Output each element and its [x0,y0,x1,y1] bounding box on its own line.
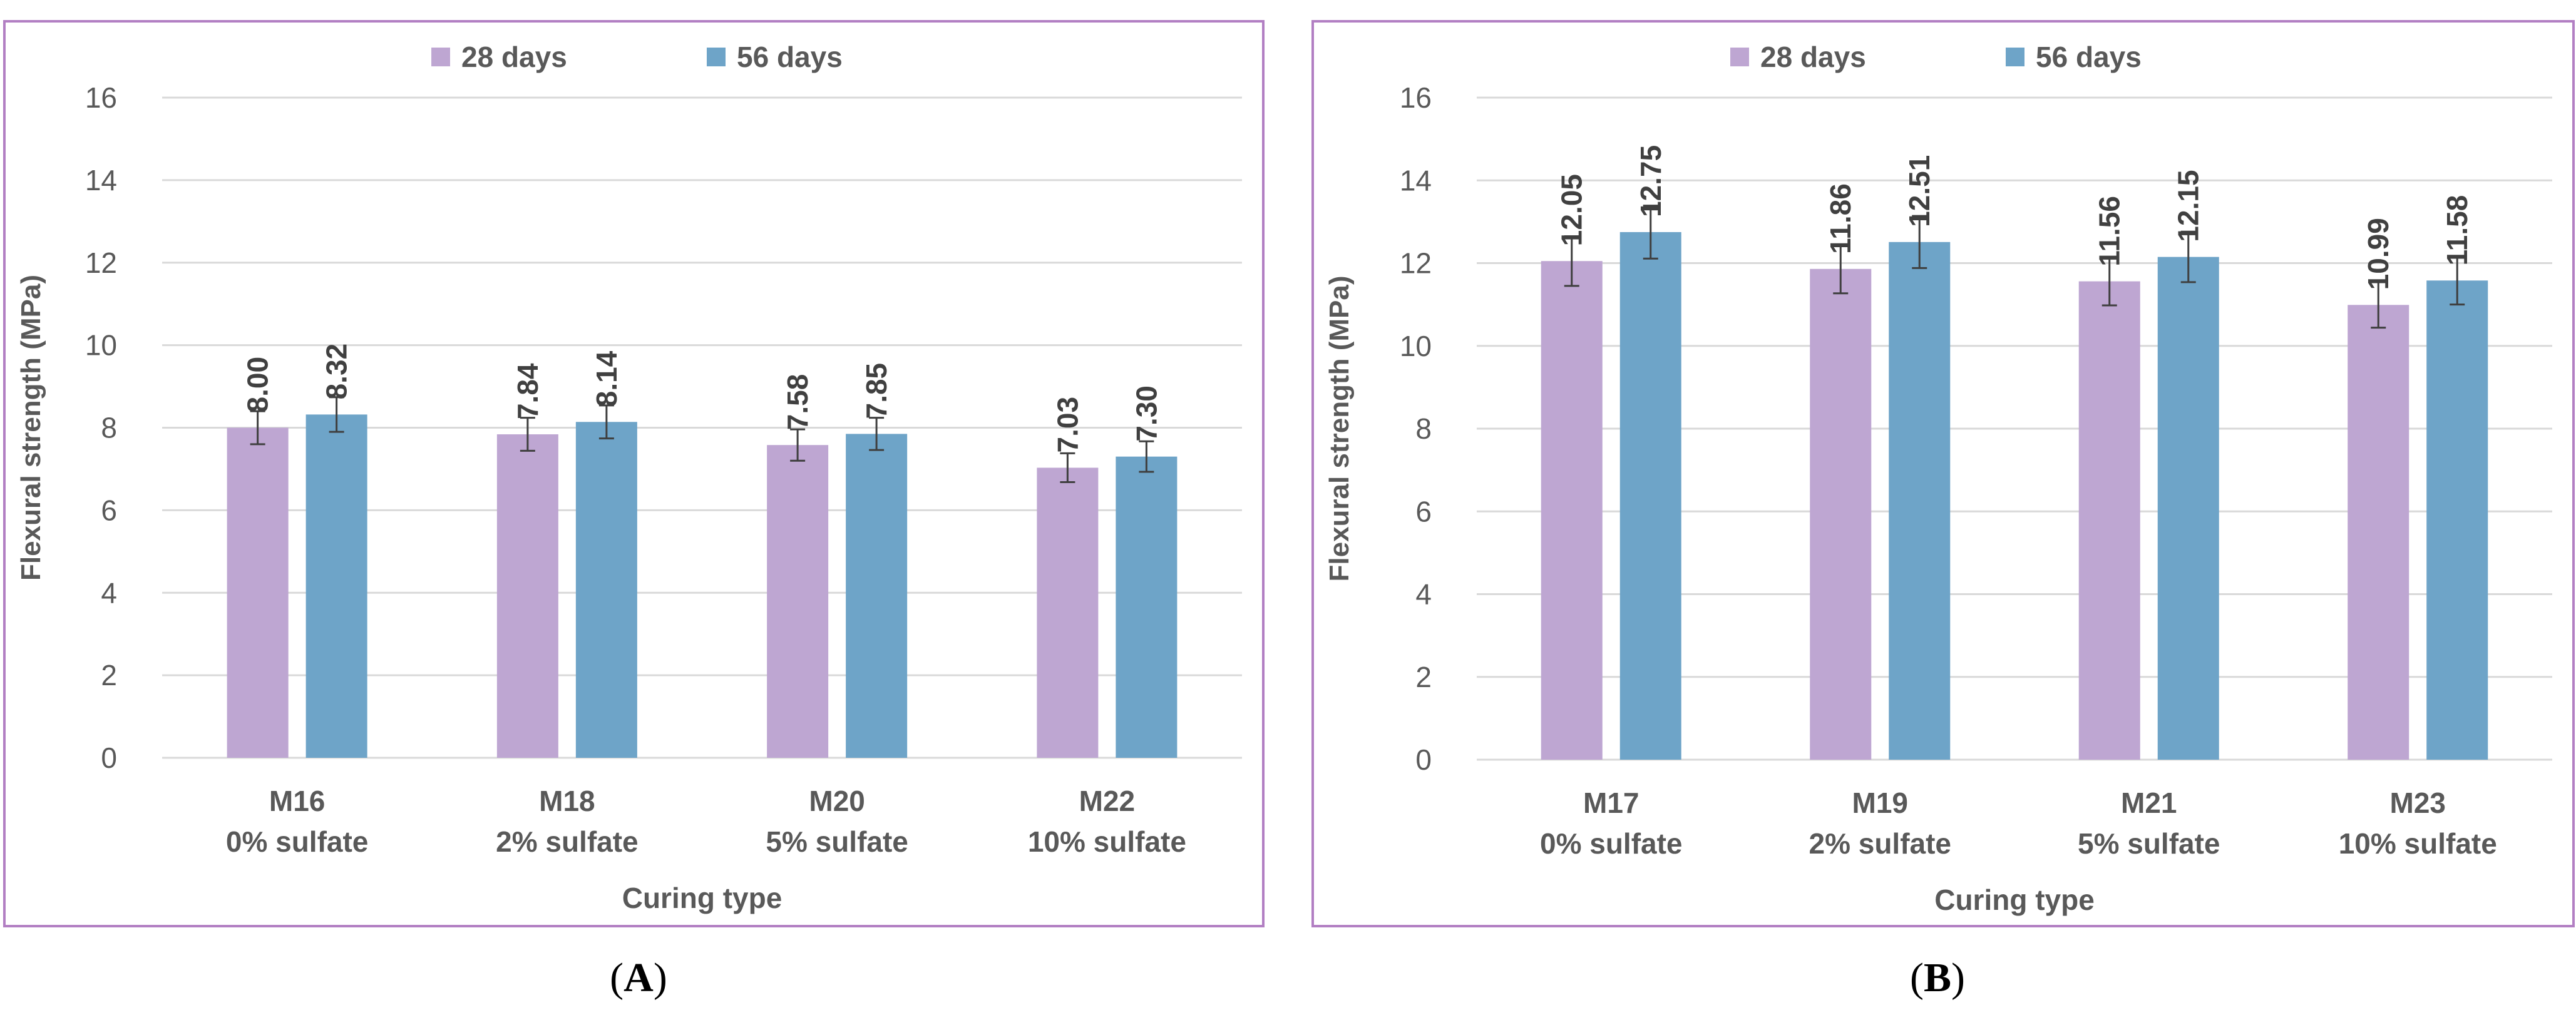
x-category-label: M20 [809,785,865,817]
x-category-label: M17 [1583,787,1639,819]
caption-a: (A) [545,954,732,1002]
caption-a-close: ) [653,955,667,1001]
caption-b-letter: B [1923,955,1952,1001]
y-tick-label: 0 [101,742,117,774]
bar-28-days [1037,467,1099,758]
caption-b-close: ) [1951,955,1965,1001]
x-category-label: M21 [2121,787,2177,819]
y-tick-label: 8 [101,412,117,444]
x-category-label: M16 [269,785,325,817]
x-axis-title: Curing type [1934,884,2095,916]
x-category-sublabel: 10% sulfate [2339,827,2497,860]
caption-a-open: ( [610,955,624,1001]
legend-swatch-28-days [431,48,450,66]
bar-56-days [1619,232,1681,760]
data-label: 8.14 [590,350,623,407]
x-category-label: M18 [539,785,595,817]
y-tick-label: 10 [1400,330,1432,362]
legend-label: 56 days [737,41,843,73]
x-category-label: M23 [2390,787,2446,819]
data-label: 11.58 [2441,195,2473,266]
x-category-sublabel: 5% sulfate [2078,827,2220,860]
x-category-sublabel: 10% sulfate [1028,825,1186,858]
y-tick-label: 16 [85,81,117,114]
chart-panel-b: 0 2 4 6 8 10 12 14 16 12.05 12.75 M17 0% sulfate 11.8… [1311,20,2575,927]
y-tick-label: 16 [1400,81,1432,114]
bar-28-days [1541,261,1603,760]
y-tick-label: 8 [1415,412,1432,445]
y-axis-title: Flexural strength (MPa) [1324,276,1355,582]
data-label: 10.99 [2362,218,2394,290]
bar-56-days [2426,280,2488,760]
x-category-label: M19 [1852,787,1908,819]
y-tick-label: 12 [1400,247,1432,280]
x-category-sublabel: 5% sulfate [766,825,908,858]
bar-28-days [2348,305,2409,760]
data-label: 7.03 [1051,397,1084,453]
data-label: 7.58 [781,374,814,431]
data-label: 7.84 [511,363,544,419]
y-tick-label: 2 [1415,661,1432,693]
legend-swatch-28-days [1730,48,1749,66]
data-label: 12.75 [1634,145,1667,217]
x-category-sublabel: 0% sulfate [226,825,369,858]
data-label: 12.05 [1556,174,1588,246]
bar-28-days [496,434,558,758]
chart-b-svg: 0 2 4 6 8 10 12 14 16 12.05 12.75 M17 0% sulfate 11.8… [1324,41,2552,916]
data-label: 7.30 [1130,385,1162,442]
chart-panel-a: 0 2 4 6 8 10 12 14 16 8.00 8.32 M16 0% sulfate 7.84 8.… [3,20,1265,927]
bar-28-days [227,427,289,758]
data-label: 12.15 [2172,170,2205,242]
caption-a-letter: A [623,955,654,1001]
bar-56-days [1116,456,1178,758]
y-tick-label: 10 [85,329,117,362]
bar-56-days [305,414,367,758]
bar-28-days [767,445,829,758]
data-label: 8.32 [321,344,353,400]
data-label: 8.00 [242,357,274,413]
y-tick-label: 12 [85,247,117,279]
data-label: 7.85 [860,363,893,419]
y-tick-label: 14 [1400,164,1432,196]
y-tick-label: 6 [1415,495,1432,528]
bar-56-days [846,434,908,758]
y-tick-label: 0 [1415,743,1432,776]
bar-56-days [1889,242,1951,760]
chart-a-svg: 0 2 4 6 8 10 12 14 16 8.00 8.32 M16 0% sulfate 7.84 8.… [16,41,1242,914]
bar-56-days [575,422,637,758]
y-tick-label: 14 [85,164,117,196]
y-tick-label: 4 [101,576,117,609]
y-tick-label: 6 [101,494,117,526]
x-category-sublabel: 2% sulfate [496,825,639,858]
bar-28-days [1810,268,1872,760]
data-label: 11.86 [1824,183,1857,254]
y-axis-title: Flexural strength (MPa) [16,275,46,581]
caption-b: (B) [1844,954,2031,1002]
legend-swatch-56-days [2006,48,2024,66]
data-label: 11.56 [2093,196,2126,267]
legend-label: 28 days [461,41,567,73]
x-category-sublabel: 2% sulfate [1809,827,1951,860]
data-label: 12.51 [1903,155,1936,227]
caption-b-open: ( [1910,955,1924,1001]
bar-56-days [2157,257,2219,760]
x-category-sublabel: 0% sulfate [1540,827,1683,860]
legend-label: 28 days [1760,41,1866,73]
legend-label: 56 days [2036,41,2142,73]
y-tick-label: 2 [101,659,117,691]
x-category-label: M22 [1079,785,1135,817]
y-tick-label: 4 [1415,578,1432,611]
legend-swatch-56-days [707,48,726,66]
bar-28-days [2078,281,2140,760]
x-axis-title: Curing type [622,882,783,914]
